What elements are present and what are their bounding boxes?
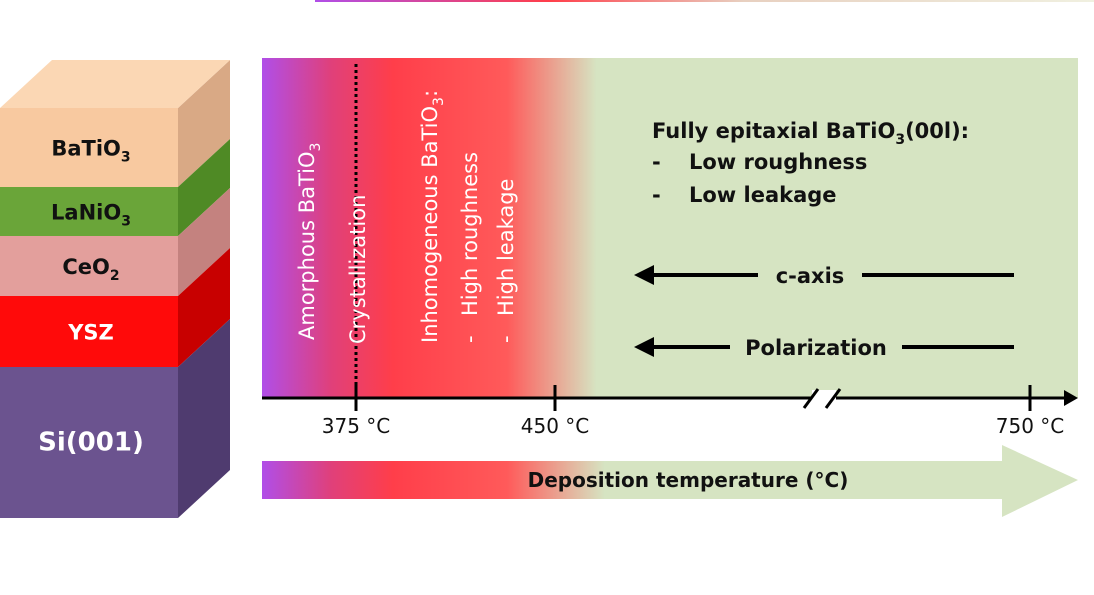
amorphous-label: Amorphous BaTiO3 bbox=[295, 143, 324, 340]
tick-label-450: 450 °C bbox=[521, 414, 590, 438]
epitaxial-dash-1: - bbox=[652, 150, 661, 174]
layer-front-face bbox=[0, 187, 178, 236]
layer-front-face bbox=[0, 296, 178, 367]
layer-si001: Si(001) bbox=[0, 319, 230, 518]
layer-ysz: YSZ bbox=[0, 248, 230, 367]
temperature-panel bbox=[262, 58, 1078, 398]
layer-label: LaNiO3 bbox=[51, 201, 131, 230]
layer-batio: BaTiO3 bbox=[0, 60, 230, 187]
layer-side-face bbox=[178, 319, 230, 518]
layer-ceo: CeO2 bbox=[0, 188, 230, 296]
layer-front-face bbox=[0, 108, 178, 187]
epitaxial-title: Fully epitaxial BaTiO3(00l): bbox=[652, 119, 969, 148]
caxis-label: c-axis bbox=[776, 264, 845, 288]
caxis-arrow bbox=[634, 265, 1014, 285]
inhomogeneous-item-1: High roughness bbox=[458, 152, 482, 316]
layer-top-face bbox=[0, 60, 230, 108]
layer-side-face bbox=[178, 188, 230, 296]
layer-label: Si(001) bbox=[38, 428, 144, 458]
layer-front-face bbox=[0, 236, 178, 296]
tick-label-375: 375 °C bbox=[322, 414, 391, 438]
layer-side-face bbox=[178, 139, 230, 236]
epitaxial-item-1: Low roughness bbox=[689, 150, 867, 174]
layer-lanio: LaNiO3 bbox=[0, 139, 230, 236]
deposition-arrow bbox=[262, 445, 1078, 517]
top-strip bbox=[315, 0, 1094, 2]
tick-label-750: 750 °C bbox=[996, 414, 1065, 438]
epitaxial-item-2: Low leakage bbox=[689, 183, 837, 207]
crystallization-label: Crystallization bbox=[346, 195, 370, 344]
layer-stack: BaTiO3 LaNiO3 CeO2 YSZ Si(001) bbox=[0, 60, 230, 518]
temperature-axis bbox=[262, 385, 1078, 411]
deposition-label: Deposition temperature (°C) bbox=[528, 468, 849, 492]
layer-side-face bbox=[178, 60, 230, 187]
layer-label: CeO2 bbox=[62, 255, 119, 284]
layer-side-face bbox=[178, 248, 230, 367]
layer-label: BaTiO3 bbox=[51, 137, 130, 166]
layer-label: YSZ bbox=[67, 321, 114, 345]
polarization-arrow bbox=[634, 337, 1014, 357]
layer-front-face bbox=[0, 367, 178, 518]
inhomogeneous-dash-2: - bbox=[494, 335, 518, 343]
inhomogeneous-item-2: High leakage bbox=[494, 179, 518, 316]
polarization-label: Polarization bbox=[745, 336, 887, 360]
inhomogeneous-dash-1: - bbox=[458, 335, 482, 343]
epitaxial-dash-2: - bbox=[652, 183, 661, 207]
inhomogeneous-title: Inhomogeneous BaTiO3: bbox=[418, 90, 447, 343]
